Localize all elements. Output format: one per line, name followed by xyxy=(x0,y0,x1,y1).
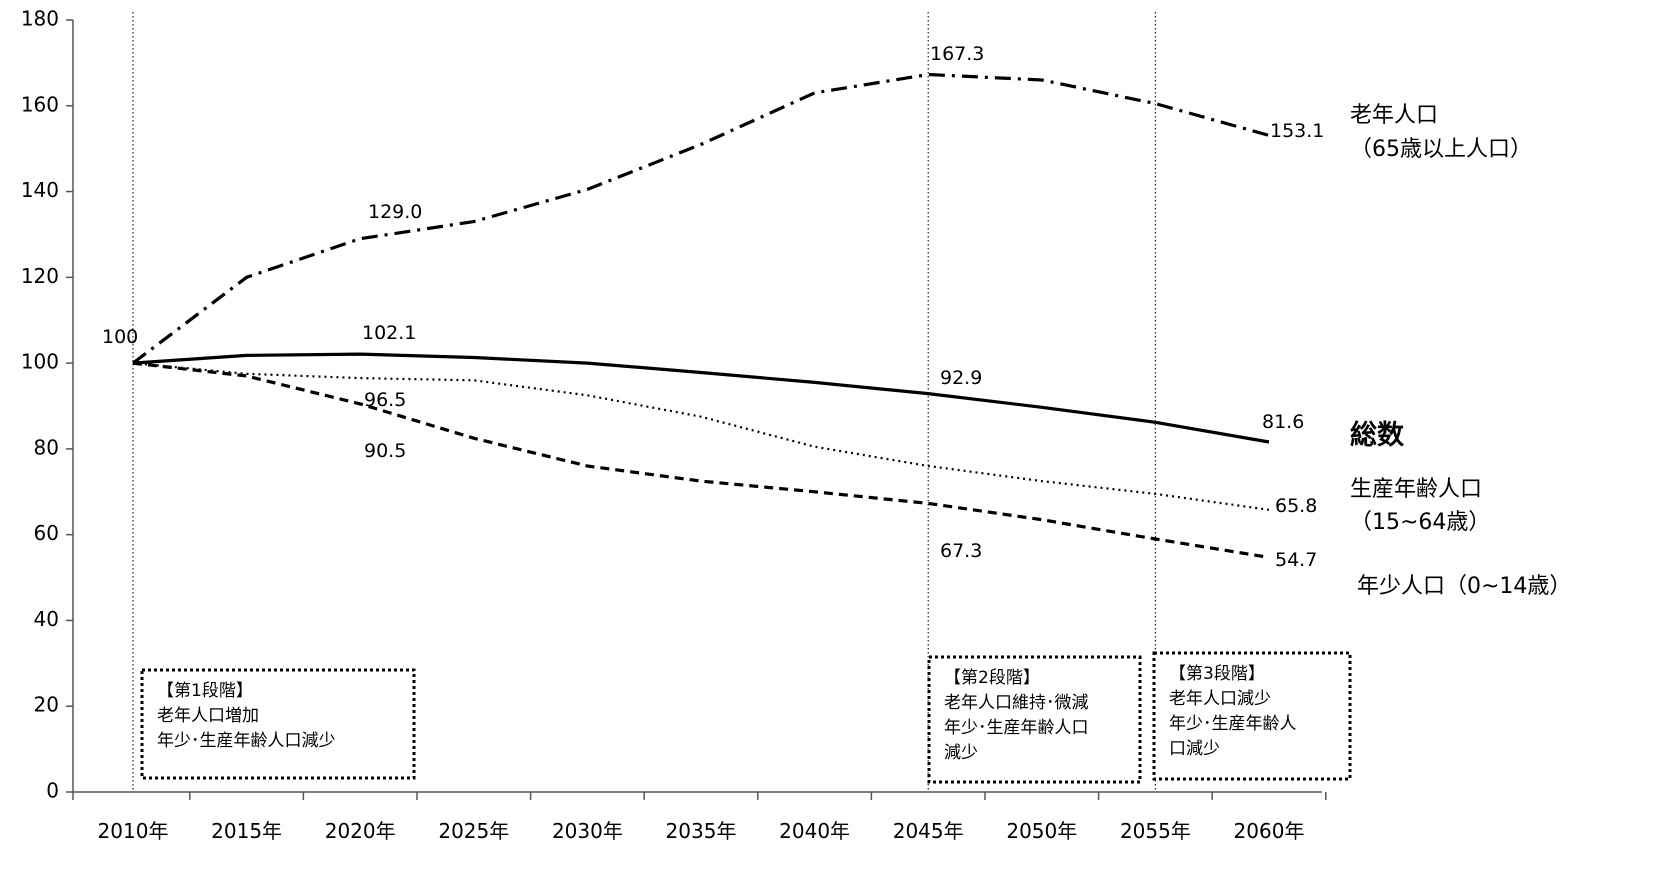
value-label-total: 81.6 xyxy=(1262,411,1304,433)
x-tick-label: 2035年 xyxy=(666,819,737,843)
series-lines xyxy=(132,72,1270,559)
stage-box-border xyxy=(140,668,416,780)
axes: 0 20 40 60 80 100 120 140 160 180 2010年 2015年 2020年 2… xyxy=(21,7,1327,843)
stage-box-text: 【第1段階】 xyxy=(157,681,253,701)
series-name-working: 生産年齢人口 xyxy=(1350,477,1482,502)
value-labels: 100 129.0 167.3 153.1 102.1 92.9 81.6 96.5 65.8 9… xyxy=(102,43,1324,571)
x-tick-label: 2030年 xyxy=(552,819,623,843)
x-tick-label: 2060年 xyxy=(1234,819,1305,843)
series-name-elderly: 老年人口 xyxy=(1350,103,1438,128)
y-tick-label: 160 xyxy=(21,92,59,116)
stage-box-text: 【第2段階】 xyxy=(944,668,1040,688)
series-line-working xyxy=(132,362,1270,511)
value-label-working: 96.5 xyxy=(364,389,406,411)
x-tick-label: 2055年 xyxy=(1120,819,1191,843)
y-tick-label: 0 xyxy=(46,779,59,803)
value-label-young: 67.3 xyxy=(940,540,982,562)
x-tick-label: 2010年 xyxy=(98,819,169,843)
x-tick-label: 2020年 xyxy=(325,819,396,843)
y-tick-label: 100 xyxy=(21,350,59,374)
x-tick-label: 2015年 xyxy=(211,819,282,843)
y-tick-label: 140 xyxy=(21,178,59,202)
stage-box-text: 年少･生産年齢人口減少 xyxy=(157,731,336,751)
stage-box-text: 【第3段階】 xyxy=(1169,664,1265,684)
stage-box-text: 口減少 xyxy=(1169,739,1220,759)
x-tick-label: 2025年 xyxy=(438,819,509,843)
value-label-young: 54.7 xyxy=(1275,549,1317,571)
series-name-working: （15~64歳） xyxy=(1350,510,1490,535)
y-tick-label: 80 xyxy=(34,435,59,459)
y-tick-label: 120 xyxy=(21,264,59,288)
stage-box-text: 年少･生産年齢人口 xyxy=(944,718,1089,738)
value-label-total: 92.9 xyxy=(940,367,982,389)
y-tick-label: 40 xyxy=(34,607,59,631)
stage-box-text: 老年人口増加 xyxy=(157,706,259,726)
y-tick-label: 60 xyxy=(34,521,59,545)
value-label-elderly: 153.1 xyxy=(1270,120,1324,142)
value-label-total: 102.1 xyxy=(362,322,416,344)
stage-box-text: 老年人口減少 xyxy=(1169,689,1271,709)
stage-box-border xyxy=(1152,651,1352,781)
stage-box-border xyxy=(927,655,1142,784)
x-tick-label: 2040年 xyxy=(779,819,850,843)
value-label-young: 90.5 xyxy=(364,440,406,462)
x-tick-label: 2045年 xyxy=(893,819,964,843)
stage-box-text: 年少･生産年齢人 xyxy=(1169,714,1297,734)
series-name-young: 年少人口（0~14歳） xyxy=(1357,574,1571,599)
value-label-elderly: 100 xyxy=(102,326,138,348)
stage-boxes: 【第1段階】老年人口増加年少･生産年齢人口減少【第2段階】老年人口維持･微減年少… xyxy=(140,651,1352,784)
value-label-elderly: 167.3 xyxy=(930,43,984,65)
series-name-total: 総数 xyxy=(1350,419,1405,451)
x-tick-label: 2050年 xyxy=(1006,819,1077,843)
value-label-working: 65.8 xyxy=(1275,495,1317,517)
series-line-young xyxy=(132,361,1270,559)
series-line-elderly xyxy=(132,72,1270,365)
y-tick-label: 180 xyxy=(21,7,59,31)
y-tick-label: 20 xyxy=(34,693,59,717)
value-label-elderly: 129.0 xyxy=(368,201,422,223)
series-name-elderly: （65歳以上人口） xyxy=(1350,137,1532,162)
stage-box-text: 老年人口維持･微減 xyxy=(944,693,1089,713)
stage-box-text: 減少 xyxy=(944,743,978,763)
series-line-total xyxy=(132,352,1270,444)
